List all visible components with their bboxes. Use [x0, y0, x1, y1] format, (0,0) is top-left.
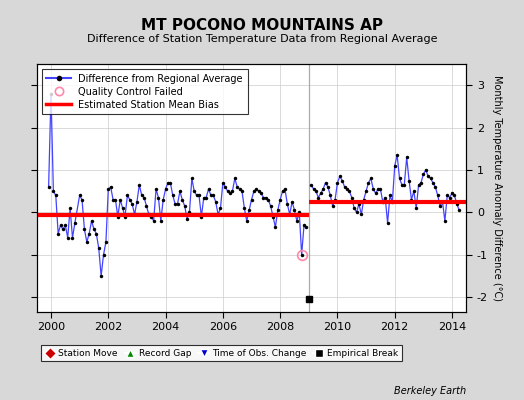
Text: Berkeley Earth: Berkeley Earth: [394, 386, 466, 396]
Legend: Difference from Regional Average, Quality Control Failed, Estimated Station Mean: Difference from Regional Average, Qualit…: [41, 69, 248, 114]
Text: Difference of Station Temperature Data from Regional Average: Difference of Station Temperature Data f…: [87, 34, 437, 44]
Legend: Station Move, Record Gap, Time of Obs. Change, Empirical Break: Station Move, Record Gap, Time of Obs. C…: [41, 345, 402, 362]
Text: MT POCONO MOUNTAINS AP: MT POCONO MOUNTAINS AP: [141, 18, 383, 33]
Y-axis label: Monthly Temperature Anomaly Difference (°C): Monthly Temperature Anomaly Difference (…: [492, 75, 502, 301]
